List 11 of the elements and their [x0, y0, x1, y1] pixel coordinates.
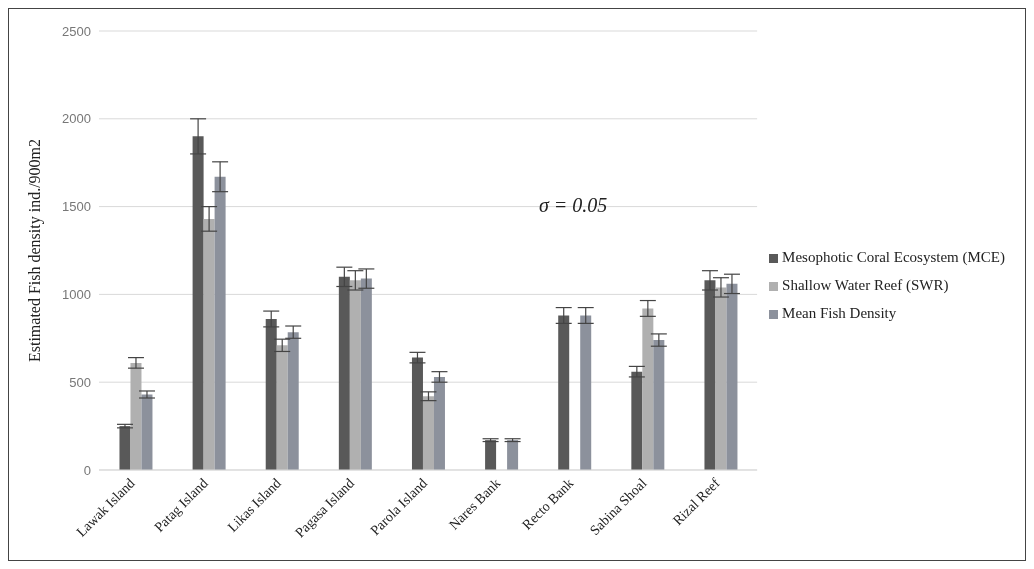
- y-tick-label: 1500: [62, 199, 91, 215]
- legend-label: Mesophotic Coral Ecosystem (MCE): [782, 248, 1005, 265]
- y-tick-label: 1000: [62, 287, 91, 303]
- y-tick-label: 2000: [62, 111, 91, 127]
- y-tick-label: 0: [83, 462, 91, 478]
- legend-label: Shallow Water Reef (SWR): [782, 276, 949, 293]
- y-tick-label: 2500: [62, 23, 91, 39]
- annotation: σ = 0.05: [539, 194, 608, 217]
- legend-label: Mean Fish Density: [782, 304, 897, 321]
- y-axis-title: Estimated Fish density ind./900m2: [25, 138, 44, 363]
- y-tick-label: 500: [69, 374, 91, 390]
